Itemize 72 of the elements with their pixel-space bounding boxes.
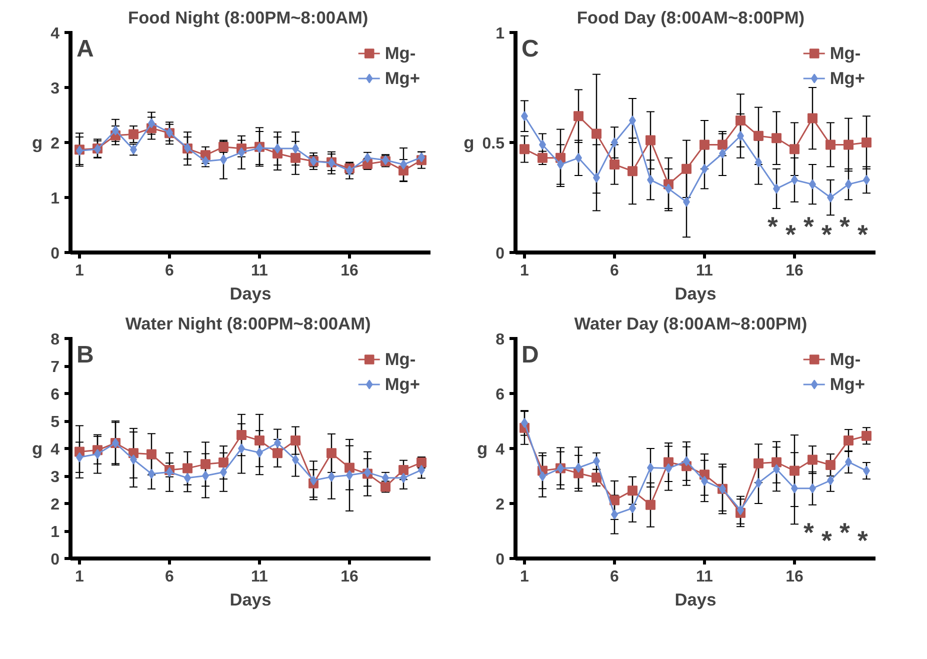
y-tick-label: 8 <box>50 332 60 348</box>
legend-label: Mg+ <box>384 374 420 394</box>
y-tick-label: 0.5 <box>482 136 505 152</box>
x-axis-title: Days <box>230 590 272 610</box>
y-tick-label: 1 <box>50 190 60 208</box>
x-tick-label: 11 <box>696 262 714 280</box>
annotation: * <box>804 212 814 242</box>
y-axis-title: g <box>32 132 43 152</box>
x-tick-label: 6 <box>610 568 620 586</box>
y-tick-label: 2 <box>50 136 60 152</box>
annotation: * <box>822 220 832 250</box>
legend-label: Mg- <box>384 42 416 64</box>
y-axis-title: g <box>464 132 474 152</box>
chart-title: Water Day (8:00AM~8:00PM) <box>574 314 808 334</box>
x-axis-title: Days <box>674 284 716 304</box>
x-tick-label: 16 <box>340 568 358 586</box>
y-tick-label: 8 <box>496 332 505 348</box>
annotation: * <box>858 526 868 556</box>
y-tick-label: 0 <box>496 552 505 568</box>
annotation: * <box>858 220 868 250</box>
legend-label: Mg- <box>830 348 861 370</box>
x-tick-label: 6 <box>165 568 174 586</box>
x-axis-title: Days <box>674 590 716 610</box>
annotation: * <box>840 212 850 242</box>
x-tick-label: 1 <box>520 568 530 586</box>
chart-title: Water Night (8:00PM~8:00AM) <box>125 314 371 334</box>
y-tick-label: 4 <box>50 26 60 42</box>
legend-label: Mg+ <box>384 68 420 88</box>
y-axis-title: g <box>477 438 488 458</box>
y-tick-label: 4 <box>496 442 505 458</box>
x-tick-label: 6 <box>610 262 620 280</box>
x-axis-title: Days <box>230 284 272 304</box>
y-axis-title: g <box>32 438 43 458</box>
x-tick-label: 11 <box>696 568 714 586</box>
y-tick-label: 1 <box>496 26 505 42</box>
x-tick-label: 16 <box>786 568 804 586</box>
y-tick-label: 5 <box>50 414 60 431</box>
annotation: * <box>804 518 814 548</box>
x-tick-label: 11 <box>251 262 268 280</box>
legend-label: Mg- <box>384 348 416 370</box>
y-tick-label: 0 <box>496 246 505 262</box>
y-tick-label: 3 <box>50 469 60 486</box>
y-tick-label: 6 <box>50 386 60 404</box>
legend-label: Mg- <box>830 42 861 64</box>
x-tick-label: 16 <box>340 262 358 280</box>
annotation: C <box>522 36 539 62</box>
chart-title: Food Day (8:00AM~8:00PM) <box>576 8 805 28</box>
y-tick-label: 0 <box>50 246 60 262</box>
x-tick-label: 1 <box>520 262 530 280</box>
y-tick-label: 2 <box>50 496 60 514</box>
y-tick-label: 7 <box>50 359 60 376</box>
legend-label: Mg+ <box>830 374 865 394</box>
x-tick-label: 1 <box>75 262 84 280</box>
y-tick-label: 1 <box>50 524 60 541</box>
annotation: A <box>76 36 94 62</box>
y-tick-label: 3 <box>50 80 60 98</box>
annotation: * <box>786 220 796 250</box>
annotation: D <box>522 342 539 368</box>
annotation: * <box>822 526 832 556</box>
y-tick-label: 6 <box>496 386 505 404</box>
legend-label: Mg+ <box>830 68 865 88</box>
annotation: * <box>768 212 778 242</box>
chart-title: Food Night (8:00PM~8:00AM) <box>128 8 368 28</box>
annotation: * <box>840 518 850 548</box>
annotation: B <box>76 342 94 368</box>
x-tick-label: 11 <box>251 568 268 586</box>
x-tick-label: 1 <box>75 568 84 586</box>
x-tick-label: 16 <box>786 262 804 280</box>
x-tick-label: 6 <box>165 262 174 280</box>
y-tick-label: 4 <box>50 442 60 458</box>
y-tick-label: 0 <box>50 552 60 568</box>
y-tick-label: 2 <box>496 496 505 514</box>
